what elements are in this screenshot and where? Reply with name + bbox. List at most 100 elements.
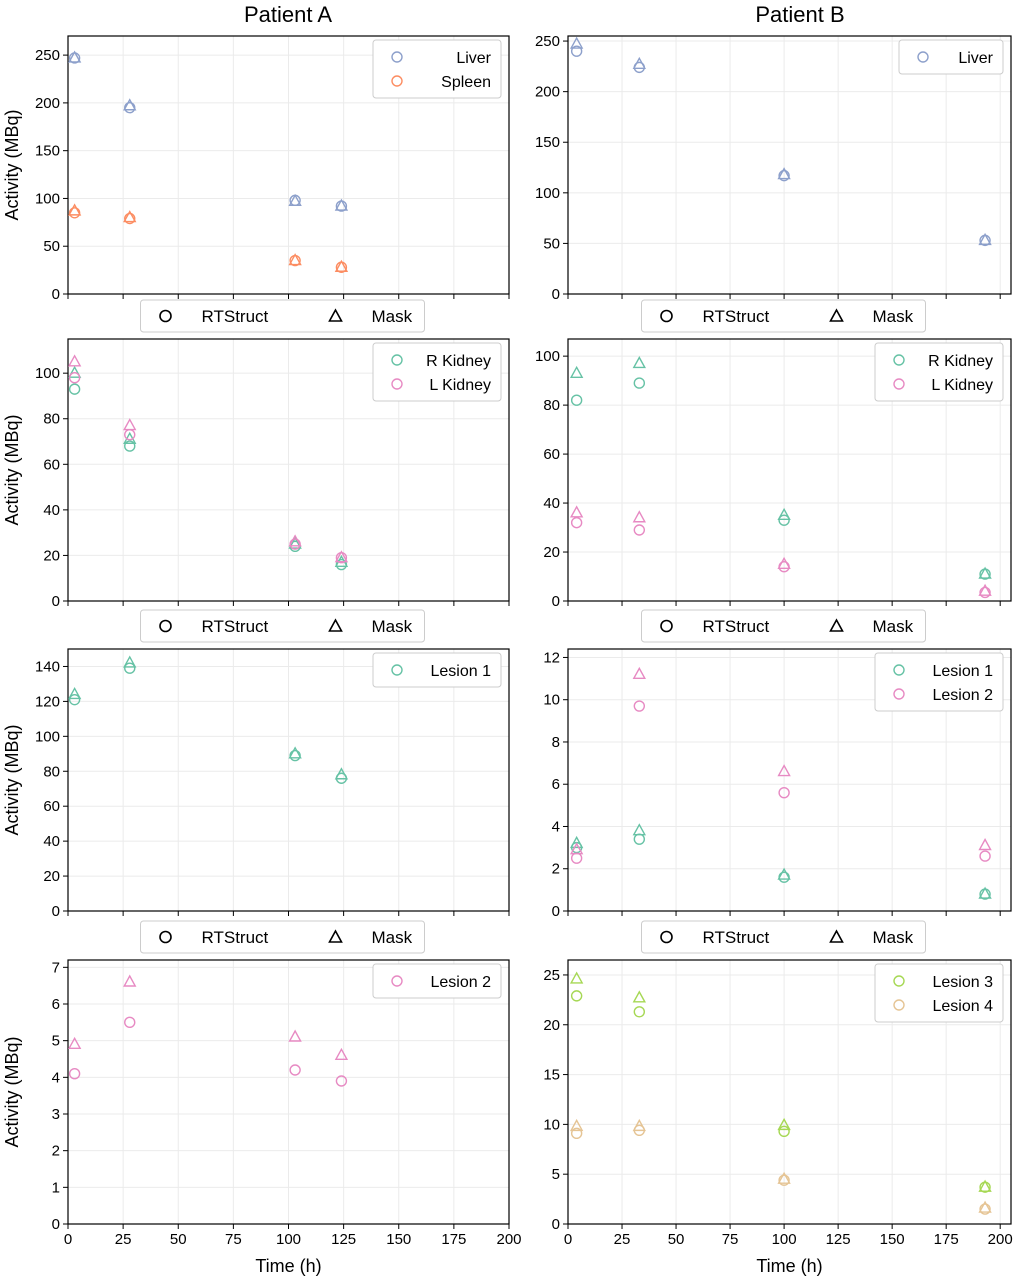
y-tick-label: 12 — [543, 649, 560, 666]
y-tick-label: 50 — [543, 235, 560, 252]
y-tick-label: 100 — [35, 190, 60, 207]
x-tick-label: 25 — [614, 1231, 631, 1248]
column-title-patient-b: Patient B — [755, 2, 844, 27]
y-tick-label: 100 — [35, 365, 60, 382]
legend-label-r-kidney: R Kidney — [426, 353, 491, 370]
y-tick-label: 20 — [543, 544, 560, 561]
rtstruct-point-lesion-1 — [124, 662, 136, 674]
y-tick-label: 100 — [535, 348, 560, 365]
mask-point-spleen — [334, 259, 349, 272]
y-axis-label: Activity (MBq) — [2, 1036, 22, 1147]
mask-point-lesion-2 — [632, 666, 646, 680]
rtstruct-point-spleen — [68, 207, 81, 219]
rtstruct-legend-marker — [159, 619, 172, 633]
rtstruct-point-liver — [124, 101, 136, 114]
legend-marker-r-kidney — [893, 354, 905, 366]
rtstruct-point-lesion-2 — [979, 850, 991, 862]
rtstruct-point-lesion-2 — [633, 700, 646, 712]
rtstruct-point-lesion-4 — [778, 1174, 790, 1186]
legend-label-lesion-1: Lesion 1 — [933, 663, 994, 680]
mask-point-liver — [123, 98, 137, 111]
y-tick-label: 5 — [552, 1166, 560, 1183]
legend-marker-lesion-1 — [893, 664, 905, 676]
x-tick-label: 0 — [64, 1231, 72, 1248]
rtstruct-point-lesion-2 — [778, 786, 790, 799]
x-tick-label: 50 — [170, 1231, 187, 1248]
mask-legend-marker — [328, 308, 343, 322]
mask-legend-label: Mask — [873, 617, 914, 636]
legend-box — [372, 39, 502, 99]
legend: Lesion 2 — [372, 963, 502, 999]
mask-point-lesion-2 — [978, 838, 992, 851]
legend-label-lesion-2: Lesion 2 — [933, 687, 994, 704]
legend-marker-l-kidney — [893, 378, 905, 390]
y-tick-label: 3 — [52, 1106, 60, 1123]
rtstruct-point-liver — [289, 194, 301, 207]
rtstruct-legend-marker — [159, 930, 172, 944]
y-tick-label: 2 — [552, 861, 560, 878]
legend-marker-lesion-2 — [893, 688, 905, 700]
y-tick-label: 0 — [52, 286, 60, 303]
mask-point-l-kidney — [123, 418, 137, 431]
mask-point-r-kidney — [288, 536, 302, 549]
rtstruct-point-l-kidney — [778, 561, 790, 573]
legend: Liver — [898, 39, 1004, 75]
mask-point-r-kidney — [569, 365, 584, 378]
mask-legend-label: Mask — [372, 617, 413, 636]
mask-point-lesion-4 — [978, 1200, 992, 1213]
rtstruct-point-r-kidney — [979, 568, 991, 580]
y-tick-label: 40 — [43, 833, 60, 850]
mask-point-lesion-3 — [978, 1179, 992, 1192]
legend-marker-r-kidney — [391, 354, 403, 366]
y-tick-label: 200 — [35, 95, 60, 112]
rtstruct-point-r-kidney — [68, 383, 81, 395]
legend-label-lesion-1: Lesion 1 — [431, 663, 492, 680]
rtstruct-legend-label: RTStruct — [202, 617, 269, 636]
mask-point-liver — [569, 36, 584, 49]
y-tick-label: 250 — [35, 47, 60, 64]
legend-label-spleen: Spleen — [441, 74, 491, 91]
x-tick-label: 125 — [826, 1231, 851, 1248]
rtstruct-point-lesion-1 — [633, 833, 646, 845]
rtstruct-point-l-kidney — [570, 516, 583, 529]
plot-frame — [567, 338, 1012, 602]
y-tick-label: 4 — [52, 1069, 60, 1086]
y-tick-label: 140 — [35, 658, 60, 675]
rtstruct-point-liver — [633, 61, 646, 74]
shape-legend-box — [140, 299, 425, 333]
legend-label-r-kidney: R Kidney — [928, 353, 993, 370]
x-tick-label: 175 — [441, 1231, 466, 1248]
y-tick-label: 5 — [52, 1033, 60, 1050]
mask-point-lesion-2 — [288, 1029, 302, 1042]
rtstruct-point-lesion-2 — [335, 1075, 348, 1087]
y-tick-label: 50 — [43, 238, 60, 255]
y-tick-label: 200 — [535, 84, 560, 101]
y-tick-label: 20 — [43, 868, 60, 885]
y-axis-label: Activity (MBq) — [2, 109, 22, 220]
mask-legend-marker — [829, 929, 844, 943]
mask-legend-label: Mask — [873, 928, 914, 947]
rtstruct-point-l-kidney — [633, 524, 646, 536]
x-axis-label: Time (h) — [255, 1256, 321, 1276]
y-tick-label: 60 — [43, 798, 60, 815]
y-tick-label: 150 — [35, 143, 60, 160]
y-tick-label: 10 — [543, 1116, 560, 1133]
legend-box — [874, 652, 1004, 712]
mask-point-r-kidney — [777, 507, 791, 520]
y-tick-label: 0 — [552, 1216, 560, 1233]
y-tick-label: 25 — [543, 967, 560, 984]
mask-point-lesion-1 — [288, 746, 302, 759]
rtstruct-point-lesion-4 — [633, 1124, 646, 1137]
x-tick-label: 150 — [880, 1231, 905, 1248]
rtstruct-point-lesion-1 — [778, 871, 790, 883]
y-tick-label: 250 — [535, 33, 560, 50]
mask-point-l-kidney — [288, 534, 302, 547]
legend-label-liver: Liver — [958, 50, 993, 67]
column-title-patient-a: Patient A — [244, 2, 332, 27]
mask-point-spleen — [123, 210, 137, 223]
mask-point-l-kidney — [334, 550, 349, 563]
x-tick-label: 75 — [722, 1231, 739, 1248]
rtstruct-point-lesion-1 — [68, 693, 81, 706]
